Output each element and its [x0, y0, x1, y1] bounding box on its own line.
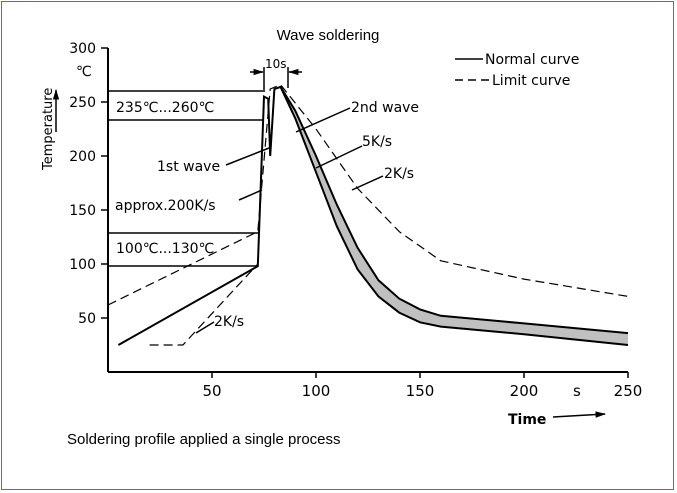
- cool5-leader: [315, 145, 363, 169]
- first-wave-label: 1st wave: [157, 159, 220, 175]
- y-tick-label: 300: [69, 41, 96, 57]
- legend-normal-label: Normal curve: [485, 52, 579, 68]
- y-tick-label: 200: [69, 149, 96, 165]
- y-tick-label: 100: [69, 257, 96, 273]
- cool2-lower-label: 2K/s: [214, 314, 244, 330]
- chart-title: Wave soldering: [277, 27, 380, 44]
- caption: Soldering profile applied a single proce…: [67, 431, 341, 448]
- series-line-0: [117, 85, 629, 346]
- y-tick-label: 250: [69, 95, 96, 111]
- cool2-upper-leader: [351, 175, 384, 191]
- x-tick-label: 50: [202, 382, 221, 400]
- series-line-1: [279, 86, 629, 335]
- cooling-tolerance-band: [280, 86, 628, 346]
- x-axis-title: Time: [508, 412, 546, 428]
- second-wave-leader: [295, 107, 351, 133]
- legend-limit-label: Limit curve: [492, 73, 570, 89]
- band-high-label: 235℃...260℃: [116, 100, 214, 116]
- band-low-label: 100℃...130℃: [116, 241, 214, 257]
- ramp-label: approx.200K/s: [115, 198, 216, 214]
- y-tick-label: 150: [69, 203, 96, 219]
- y-axis-title: Temperature: [41, 88, 56, 171]
- x-tick-label: 200: [510, 382, 539, 400]
- x-unit-label: s: [573, 382, 581, 400]
- second-wave-label: 2nd wave: [351, 100, 419, 116]
- x-tick-label: 150: [406, 382, 435, 400]
- series-line-3: [149, 263, 259, 346]
- cool5-label: 5K/s: [362, 134, 392, 150]
- x-tick-label: 100: [302, 382, 331, 400]
- cool2-upper-label: 2K/s: [384, 166, 414, 182]
- y-tick-label: 50: [78, 311, 96, 327]
- first-wave-leader: [225, 147, 270, 166]
- cool2-lower-leader: [195, 321, 215, 334]
- ramp-leader: [238, 189, 263, 201]
- duration-label: 10s: [265, 57, 287, 71]
- x-axis-title-arrow: [552, 411, 607, 418]
- x-tick-label: 250: [614, 382, 643, 400]
- y-unit-label: ℃: [76, 64, 92, 80]
